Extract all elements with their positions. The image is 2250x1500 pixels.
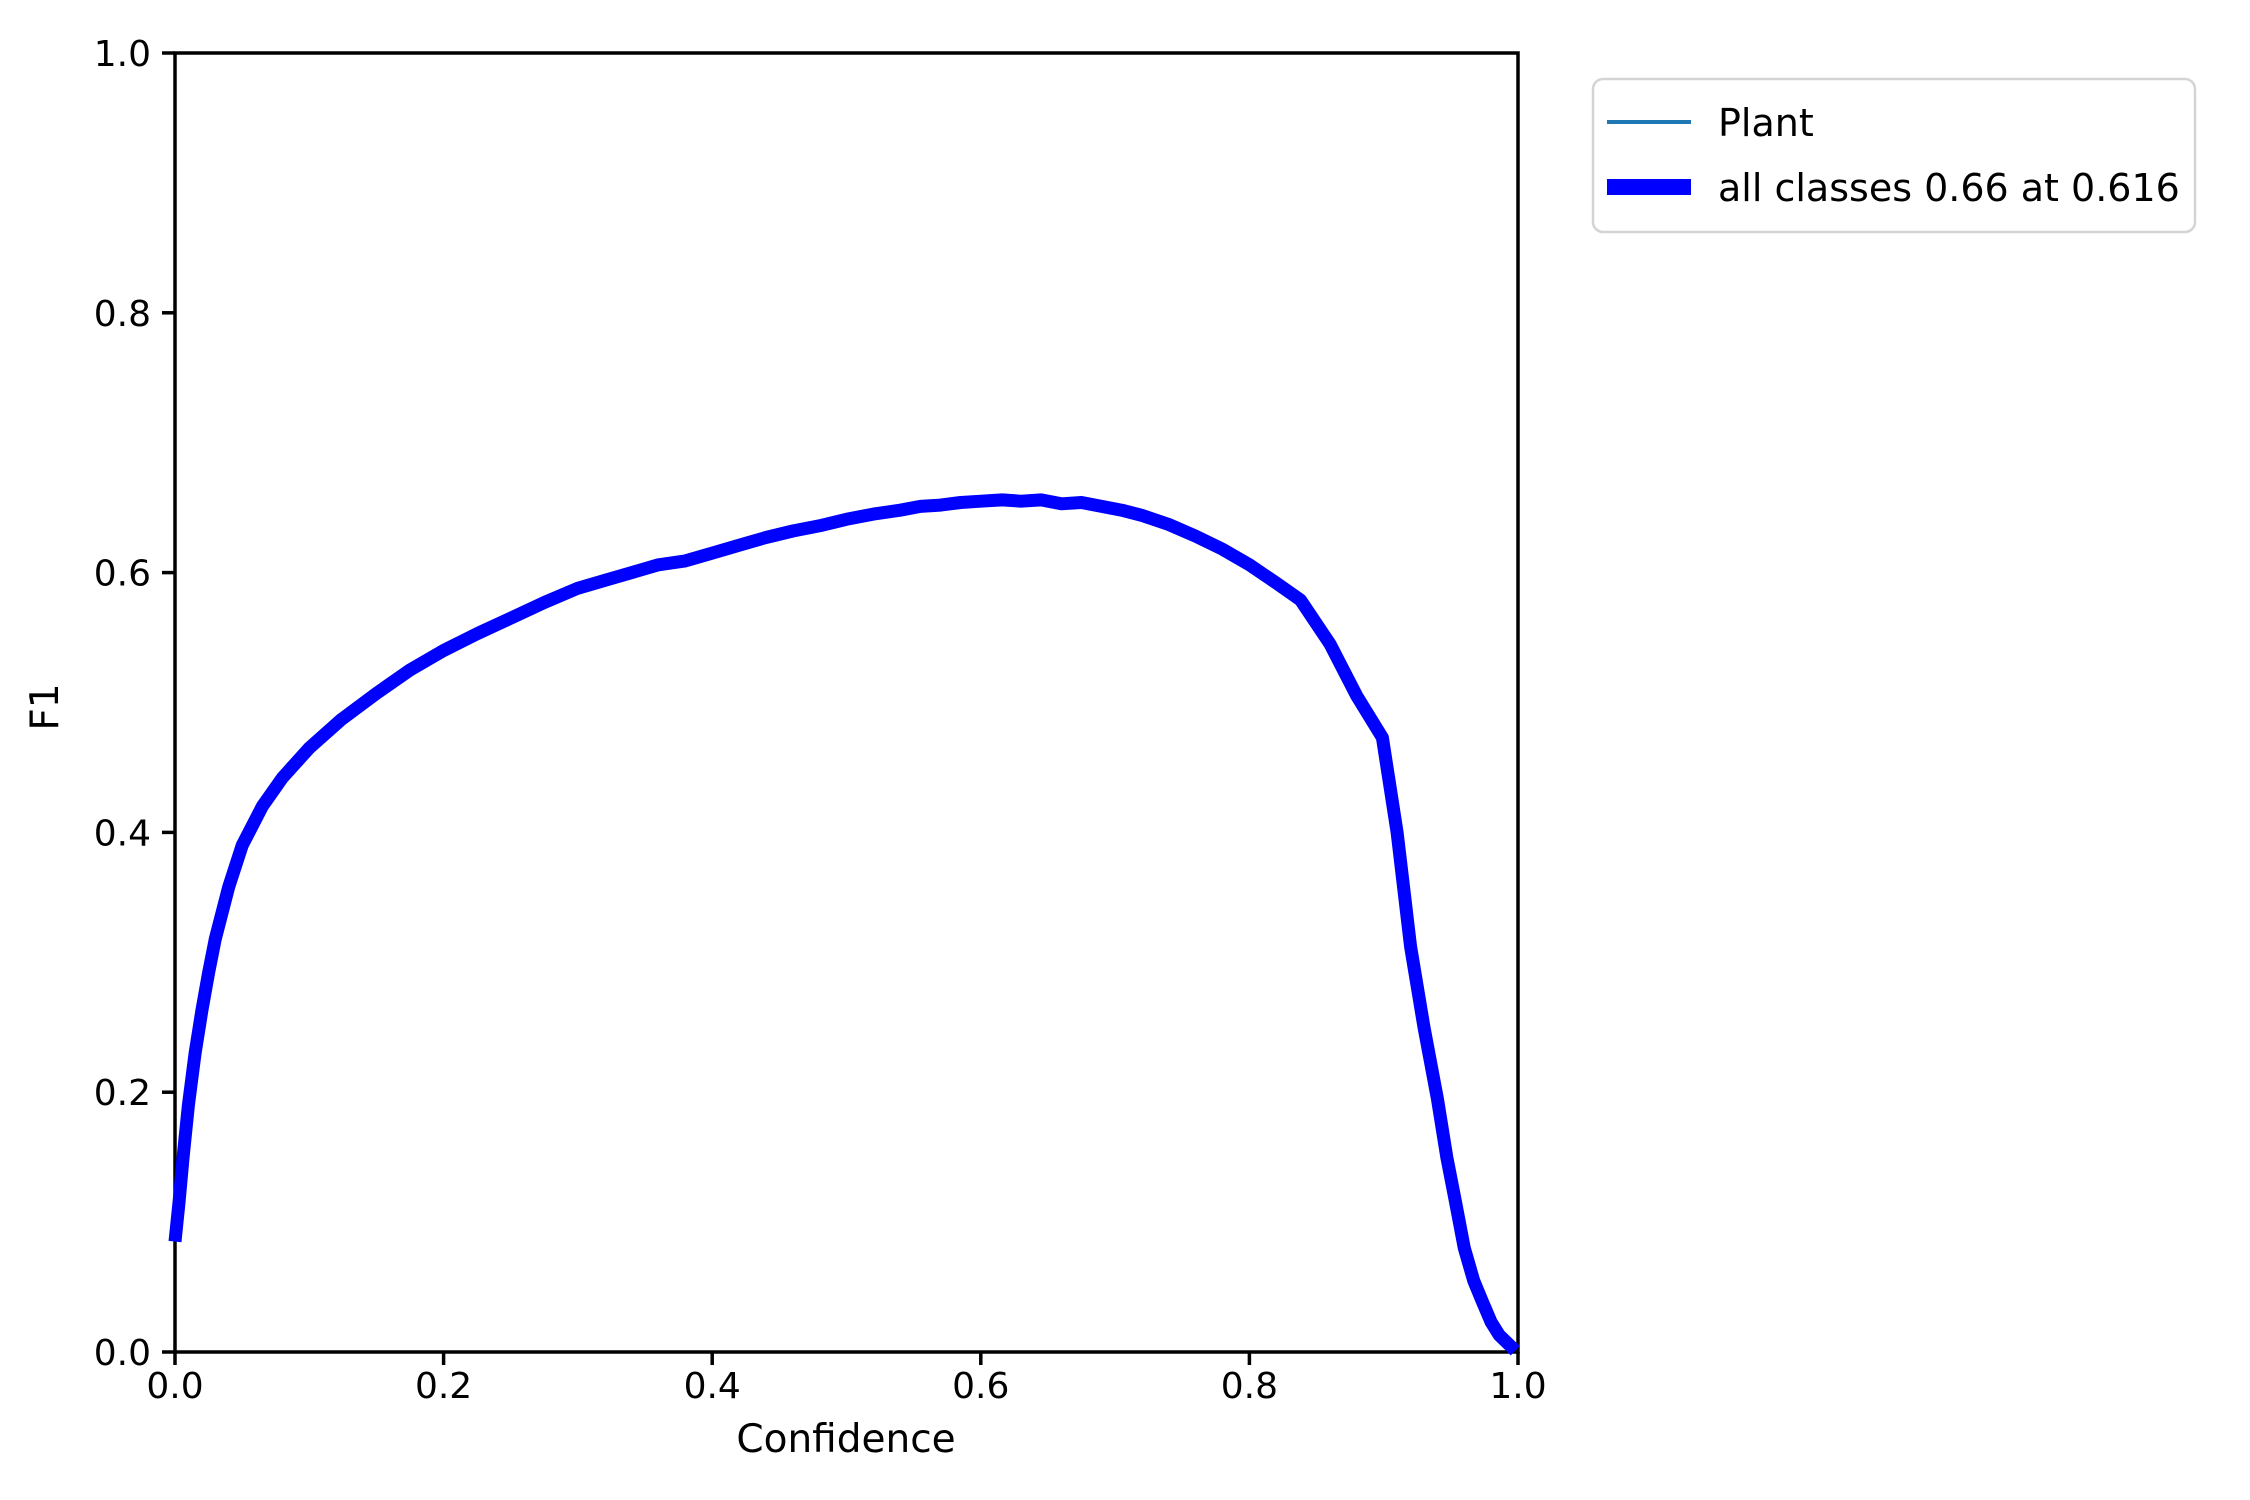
x-tick-label: 0.2 — [415, 1366, 472, 1407]
legend-label-plant: Plant — [1718, 101, 1814, 145]
legend-label-all-classes: all classes 0.66 at 0.616 — [1718, 166, 2180, 210]
curves-group — [168, 493, 1520, 1356]
y-tick-label: 1.0 — [94, 34, 151, 75]
legend: Plant all classes 0.66 at 0.616 — [1591, 77, 2197, 234]
x-tick-label: 1.0 — [1489, 1366, 1546, 1407]
y-tick-label: 0.8 — [94, 294, 151, 335]
y-axis-label: F1 — [23, 683, 68, 730]
x-axis-label: Confidence — [736, 1417, 955, 1462]
all-classes-curve — [168, 493, 1520, 1356]
y-tick-label: 0.6 — [94, 554, 151, 595]
x-tick-label: 0.6 — [952, 1366, 1009, 1407]
y-tick-label: 0.2 — [94, 1073, 151, 1114]
x-tick-label: 0.4 — [684, 1366, 741, 1407]
legend-box — [1591, 77, 2197, 234]
x-tick-label: 0.0 — [146, 1366, 203, 1407]
x-axis-ticks: 0.0 0.2 0.4 0.6 0.8 1.0 — [146, 1352, 1547, 1407]
y-axis-ticks: 0.0 0.2 0.4 0.6 0.8 1.0 — [94, 34, 175, 1374]
y-tick-label: 0.0 — [94, 1333, 151, 1374]
plot-area — [173, 51, 1520, 1354]
x-tick-label: 0.8 — [1221, 1366, 1278, 1407]
y-tick-label: 0.4 — [94, 813, 151, 854]
legend-item-all-classes: all classes 0.66 at 0.616 — [1607, 166, 2180, 210]
legend-item-plant: Plant — [1607, 101, 1814, 145]
